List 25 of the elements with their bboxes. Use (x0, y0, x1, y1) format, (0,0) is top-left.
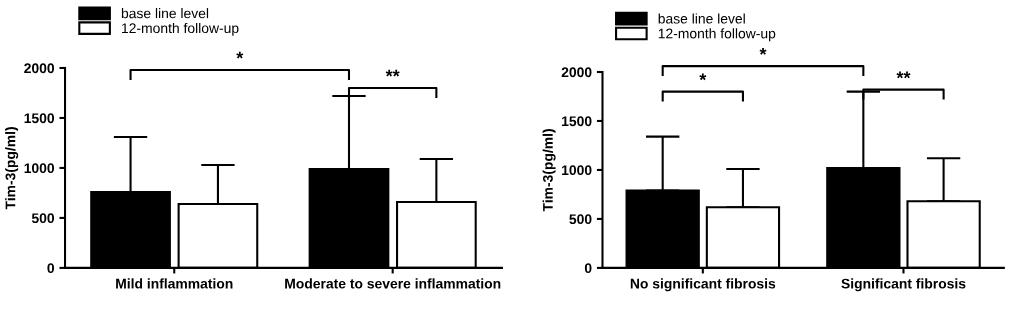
x-tick-label: No significant fibrosis (630, 278, 776, 292)
y-tick-label: 500 (569, 214, 592, 225)
legend-label: base line level (658, 13, 745, 24)
x-tick-label: Significant fibrosis (841, 278, 966, 292)
legend-label: base line level (121, 8, 209, 19)
annotation: ** (896, 71, 911, 79)
text: * (236, 51, 244, 59)
legend-label: 12-month follow-up (122, 22, 239, 36)
y-tick-label: 1500 (24, 113, 55, 124)
y-axis-title: Tim-3(pg/ml) (5, 127, 19, 210)
text: * (759, 47, 767, 55)
y-tick-label: 0 (584, 263, 592, 274)
y-tick-label: 1500 (562, 116, 592, 127)
y-tick-label: 1000 (24, 163, 55, 174)
y-tick-label: 500 (31, 213, 55, 224)
legend-label: 12-month follow-up (658, 28, 776, 42)
annotation: * (699, 73, 707, 81)
y-tick-label: 0 (47, 263, 55, 274)
x-tick-label: Moderate to severe inflammation (285, 278, 501, 289)
y-tick-label: 2000 (24, 63, 55, 74)
y-tick-label: 1000 (562, 165, 592, 176)
y-tick-label: 2000 (561, 67, 592, 78)
annotation: ** (385, 69, 400, 77)
y-axis-title: Tim-3(pg/ml) (542, 129, 556, 212)
x-tick-label: Mild inflammation (116, 278, 233, 289)
